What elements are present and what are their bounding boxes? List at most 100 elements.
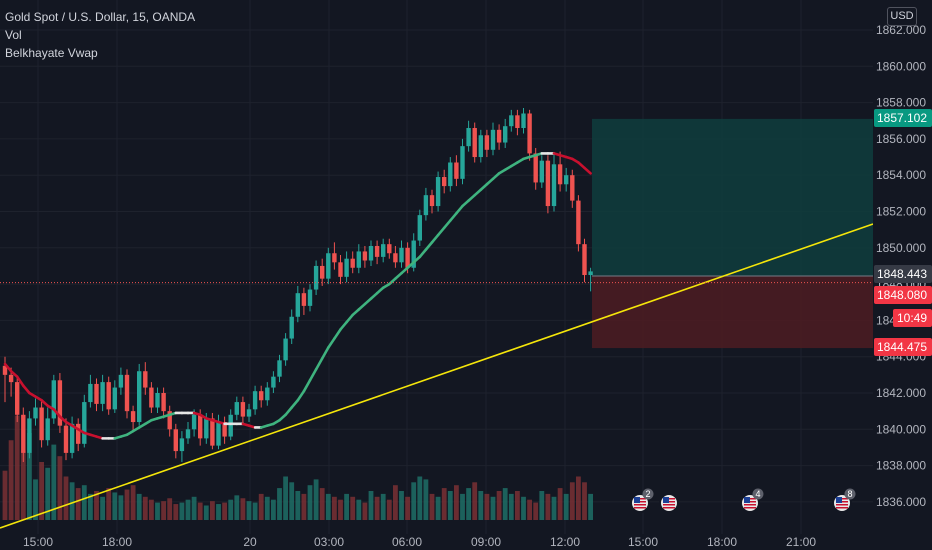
candle-body[interactable] [137,371,142,423]
candle-body[interactable] [259,391,264,401]
candle-body[interactable] [289,316,294,339]
candle-body[interactable] [88,383,93,403]
candle-body[interactable] [582,244,587,276]
trendline[interactable] [0,223,874,529]
candle-body[interactable] [173,429,178,452]
candle-body[interactable] [466,128,471,147]
us-flag-icon[interactable] [659,493,679,513]
candle-body[interactable] [564,175,569,185]
candle-body[interactable] [124,374,130,412]
candle-body[interactable] [143,371,148,388]
stop-zone[interactable] [592,276,873,349]
symbol-title[interactable]: Gold Spot / U.S. Dollar, 15, OANDA [5,10,196,24]
candlestick-series[interactable] [2,108,593,462]
candle-body[interactable] [234,402,239,415]
candle-body[interactable] [185,429,191,439]
candle-body[interactable] [313,265,319,290]
candle-body[interactable] [496,129,502,143]
candle-body[interactable] [405,247,410,268]
candle-body[interactable] [570,175,575,201]
candle-body[interactable] [204,418,209,439]
candle-body[interactable] [94,383,99,404]
candle-body[interactable] [301,293,307,306]
candle-body[interactable] [106,382,111,410]
candle-body[interactable] [399,247,404,263]
candle-body[interactable] [39,407,44,441]
candle-body[interactable] [130,411,136,423]
candle-body[interactable] [240,402,246,417]
candle-body[interactable] [460,146,465,179]
candle-body[interactable] [527,113,532,154]
candle-body[interactable] [429,195,435,207]
candle-body[interactable] [350,258,355,268]
candle-body[interactable] [387,244,392,254]
currency-button[interactable]: USD [887,7,917,26]
candle-body[interactable] [149,387,154,408]
candle-body[interactable] [69,423,75,453]
candle-body[interactable] [374,245,380,257]
candle-body[interactable] [442,177,447,187]
vwap-indicator-label[interactable]: Belkhayate Vwap [5,46,98,60]
candle-body[interactable] [21,414,26,453]
candle-body[interactable] [216,422,221,446]
candle-body[interactable] [51,380,56,419]
price-axis[interactable]: 1862.000 1860.000 1858.000 1856.000 1854.000… [873,0,932,550]
candle-body[interactable] [338,262,343,277]
candle-body[interactable] [344,258,349,277]
candle-body[interactable] [252,391,258,410]
candle-body[interactable] [533,153,538,183]
us-flag-icon[interactable]: 4 [740,488,764,513]
candle-body[interactable] [368,245,374,261]
candle-body[interactable] [33,407,38,419]
candle-body[interactable] [112,387,117,410]
candle-body[interactable] [417,215,422,241]
candle-body[interactable] [222,422,227,437]
us-flag-icon[interactable]: 8 [832,488,856,513]
candle-body[interactable] [271,376,276,388]
candle-body[interactable] [539,160,544,183]
candle-body[interactable] [265,387,270,401]
candle-body[interactable] [557,164,563,185]
us-flag-icon[interactable]: 2 [630,488,654,513]
candle-body[interactable] [411,240,416,268]
economic-events[interactable]: 2 4 8 [630,488,856,513]
candle-body[interactable] [246,409,252,417]
candle-body[interactable] [381,244,386,257]
long-position-tool[interactable] [592,118,873,349]
candle-body[interactable] [588,271,593,276]
candle-body[interactable] [198,414,203,439]
vwap-line[interactable] [3,152,592,440]
candle-body[interactable] [356,251,361,268]
candle-body[interactable] [45,418,50,441]
candle-body[interactable] [161,393,166,412]
candle-body[interactable] [277,360,282,377]
candle-body[interactable] [27,418,32,453]
candle-body[interactable] [454,162,459,179]
candle-body[interactable] [76,423,81,444]
candle-body[interactable] [82,402,87,444]
candle-body[interactable] [307,289,313,306]
candle-body[interactable] [545,160,551,207]
candle-body[interactable] [393,253,398,263]
candle-body[interactable] [320,265,325,279]
candle-body[interactable] [295,293,300,317]
candle-body[interactable] [509,115,514,127]
candle-body[interactable] [210,418,215,446]
candle-body[interactable] [15,382,20,415]
candle-body[interactable] [179,438,185,452]
time-axis[interactable]: 15:00 18:00 20 03:00 06:00 09:00 12:00 15:00 18:… [0,534,873,550]
candle-body[interactable] [490,129,496,150]
candle-body[interactable] [2,365,8,375]
candle-body[interactable] [118,374,124,388]
candle-body[interactable] [155,393,160,408]
candle-body[interactable] [576,200,581,245]
candle-body[interactable] [57,380,63,426]
candle-body[interactable] [8,374,14,383]
candle-body[interactable] [100,382,105,404]
candle-body[interactable] [521,113,526,129]
candle-body[interactable] [484,135,490,150]
candle-body[interactable] [448,162,453,187]
candle-body[interactable] [326,253,331,279]
candle-body[interactable] [332,253,337,263]
